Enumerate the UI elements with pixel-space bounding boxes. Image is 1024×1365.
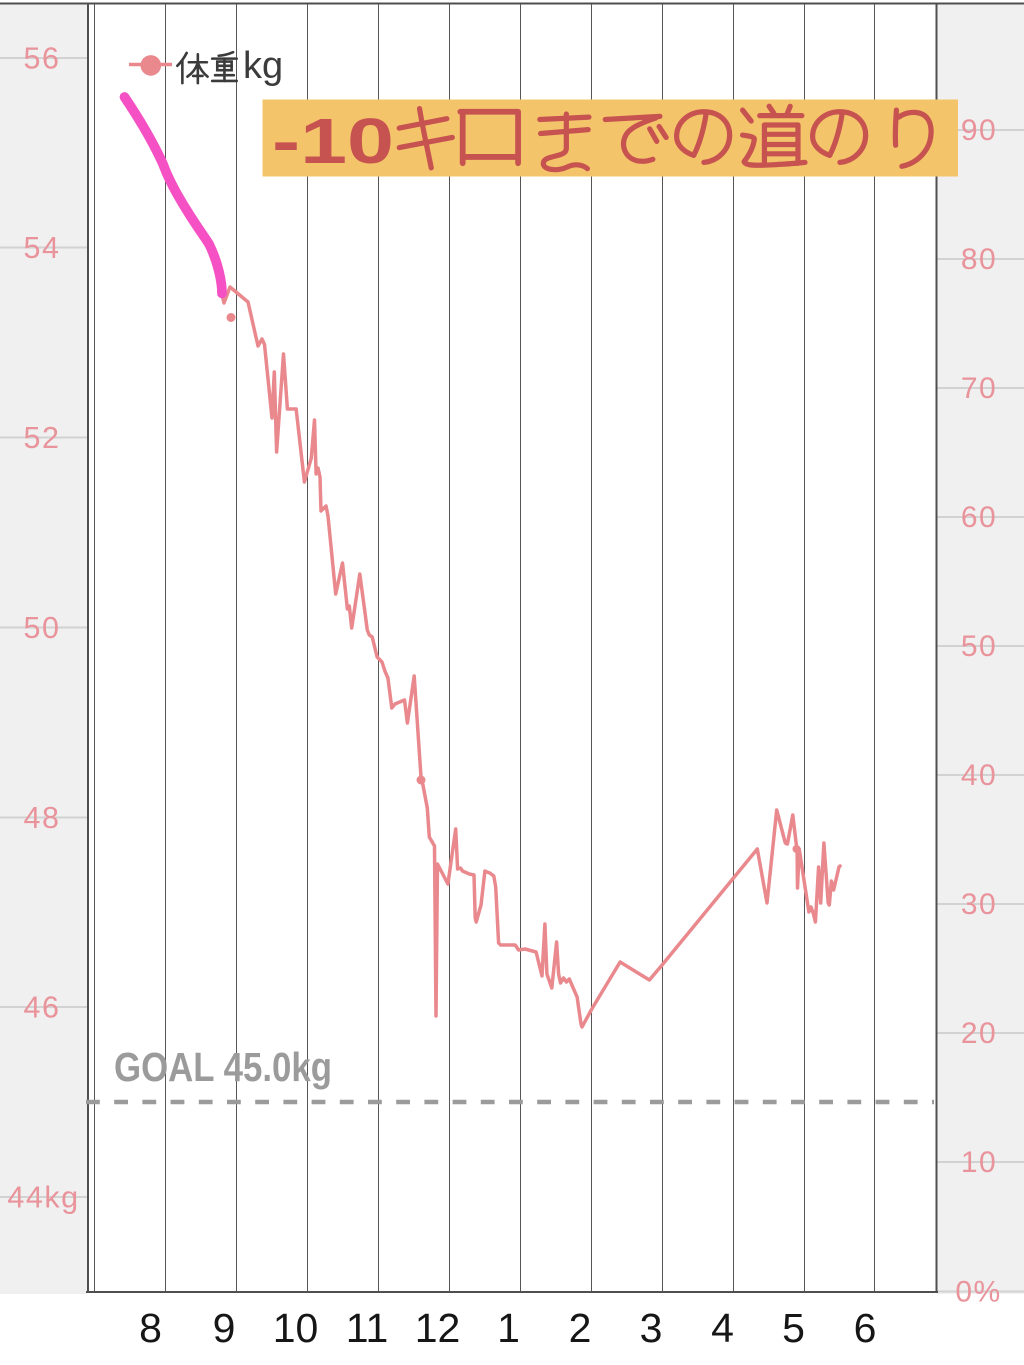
svg-text:3: 3	[640, 1305, 663, 1351]
svg-text:56: 56	[24, 41, 61, 75]
svg-text:54: 54	[24, 231, 61, 265]
svg-text:4: 4	[711, 1305, 734, 1351]
svg-text:10: 10	[961, 1146, 997, 1179]
svg-text:46: 46	[24, 991, 61, 1025]
svg-text:60: 60	[961, 501, 997, 534]
svg-text:kg: kg	[243, 45, 283, 87]
svg-text:2: 2	[569, 1305, 592, 1351]
svg-text:12: 12	[415, 1305, 461, 1351]
svg-text:50: 50	[24, 611, 61, 645]
svg-text:30: 30	[961, 888, 997, 921]
svg-text:9: 9	[213, 1305, 236, 1351]
svg-text:1: 1	[497, 1305, 520, 1351]
svg-text:90: 90	[961, 114, 997, 147]
svg-text:5: 5	[782, 1305, 805, 1351]
svg-text:80: 80	[961, 243, 997, 276]
svg-text:52: 52	[24, 421, 61, 455]
svg-text:44kg: 44kg	[7, 1181, 79, 1215]
svg-text:8: 8	[139, 1305, 162, 1351]
svg-text:20: 20	[961, 1017, 997, 1050]
svg-text:40: 40	[961, 759, 997, 792]
svg-text:GOAL 45.0kg: GOAL 45.0kg	[114, 1044, 332, 1090]
svg-text:6: 6	[854, 1305, 877, 1351]
svg-text:48: 48	[24, 801, 61, 835]
svg-text:10: 10	[273, 1305, 319, 1351]
svg-text:50: 50	[961, 630, 997, 663]
svg-text:11: 11	[346, 1305, 389, 1351]
svg-text:0%: 0%	[955, 1275, 1001, 1308]
svg-text:-10: -10	[272, 105, 394, 177]
svg-text:70: 70	[961, 372, 997, 405]
